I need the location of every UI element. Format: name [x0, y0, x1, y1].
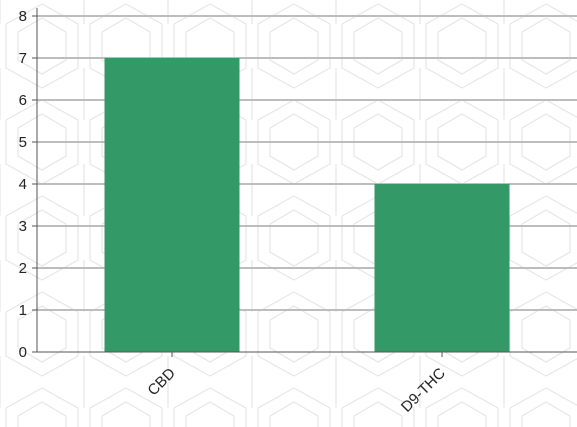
y-tick-label: 8 — [19, 8, 27, 25]
y-tick-label: 2 — [19, 260, 27, 277]
y-tick-label: 0 — [19, 344, 27, 361]
y-tick-label: 4 — [19, 176, 27, 193]
y-tick-label: 5 — [19, 134, 27, 151]
y-tick-label: 7 — [19, 50, 27, 67]
bar-d9-thc — [374, 184, 510, 352]
y-tick-label: 6 — [19, 92, 27, 109]
axis-layer — [32, 8, 577, 357]
y-tick-label: 3 — [19, 218, 27, 235]
bar-layer — [104, 58, 510, 352]
bar-cbd — [104, 58, 240, 352]
y-tick-label: 1 — [19, 302, 27, 319]
